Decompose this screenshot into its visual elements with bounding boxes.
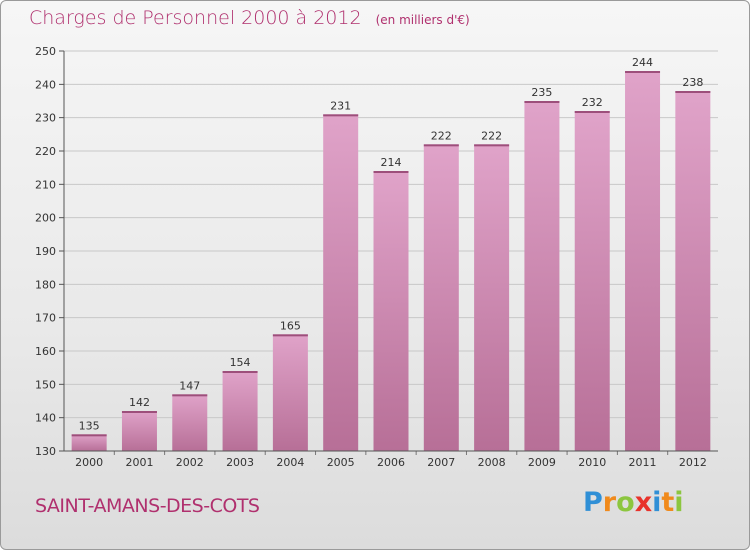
bar-top-edge [272,334,308,337]
x-tick-label-2012: 2012 [679,456,707,469]
x-axis: 2000 2001 2002 2003 2004 2005 2006 2007 2008 2009… [64,450,718,469]
bars [71,71,711,452]
y-tick-label: 190 [35,245,56,258]
y-tick-label: 240 [35,78,56,91]
logo-letter: x [634,487,653,518]
bar-2011 [625,71,661,451]
x-tick-label-2010: 2010 [578,456,606,469]
bar-top-edge [524,101,560,103]
bar-top-edge [423,144,459,147]
data-label-2007: 222 [431,129,452,142]
x-tick-label-2007: 2007 [427,456,455,469]
x-tick-label-2009: 2009 [528,456,556,469]
data-label-2009: 235 [531,86,552,99]
bar-top-edge [474,144,510,147]
bar-2003 [222,371,258,451]
bar-2002 [172,394,208,451]
y-tick-label: 230 [35,112,56,125]
y-tick-label: 150 [35,378,56,391]
chart-title: Charges de Personnel 2000 à 2012 [29,7,362,29]
x-tick-label-2004: 2004 [276,456,304,469]
logo-letter: t [661,487,675,518]
data-label-2003: 154 [230,356,251,369]
y-tick-label: 160 [35,345,56,358]
x-tick-label-2000: 2000 [75,456,103,469]
bar-2005 [323,114,359,451]
bar-top-edge [121,411,157,413]
bar-2000 [71,434,107,451]
logo-letter: i [652,487,662,518]
data-label-2002: 147 [179,379,200,392]
bar-top-edge [574,111,610,113]
data-label-2006: 214 [381,156,402,169]
proxiti-logo: Proxiti [583,487,684,518]
bar-top-edge [71,434,107,437]
y-tick-label: 250 [35,45,56,58]
bar-top-edge [222,371,258,373]
data-label-2004: 165 [280,319,301,332]
data-labels: 135 142 147 154 165 231 214 222 222 235 232 244 238 [79,56,704,432]
title-row: Charges de Personnel 2000 à 2012 (en mill… [29,7,470,29]
data-label-2012: 238 [682,76,703,89]
bar-top-edge [625,71,661,73]
logo-letter: i [674,487,684,518]
y-tick-label: 220 [35,145,56,158]
y-tick-label: 200 [35,212,56,225]
bar-2001 [121,411,157,451]
y-tick-label: 130 [35,445,56,458]
y-tick-label: 180 [35,278,56,291]
bar-2012 [675,91,711,451]
bar-2006 [373,171,409,451]
bar-2008 [474,144,510,452]
bar-top-edge [373,171,409,173]
y-tick-label: 140 [35,412,56,425]
data-label-2011: 244 [632,56,653,69]
data-label-2010: 232 [582,96,603,109]
y-tick-label: 210 [35,178,56,191]
bar-top-edge [323,114,359,117]
y-tick-label: 170 [35,312,56,325]
x-tick-label-2001: 2001 [125,456,153,469]
bar-top-edge [675,91,711,93]
chart-subtitle: (en milliers d'€) [375,13,470,27]
logo-letter: r [602,487,617,518]
x-tick-label-2008: 2008 [478,456,506,469]
bar-top-edge [172,394,208,397]
data-label-2001: 142 [129,396,150,409]
x-tick-label-2003: 2003 [226,456,254,469]
x-tick-label-2006: 2006 [377,456,405,469]
city-name: SAINT-AMANS-DES-COTS [35,495,260,517]
bar-2009 [524,101,560,451]
logo-letter: o [616,487,635,518]
logo-letter: P [583,487,603,518]
x-tick-label-2005: 2005 [327,456,355,469]
x-tick-label-2011: 2011 [629,456,657,469]
data-label-2005: 231 [330,99,351,112]
bar-2007 [423,144,459,452]
bar-2004 [272,334,308,451]
x-tick-label-2002: 2002 [176,456,204,469]
data-label-2000: 135 [79,419,100,432]
y-axis: 130 140 150 160 170 180 190 200 210 220 230 240 250 [35,45,65,458]
bar-2010 [574,111,610,451]
data-label-2008: 222 [481,129,502,142]
